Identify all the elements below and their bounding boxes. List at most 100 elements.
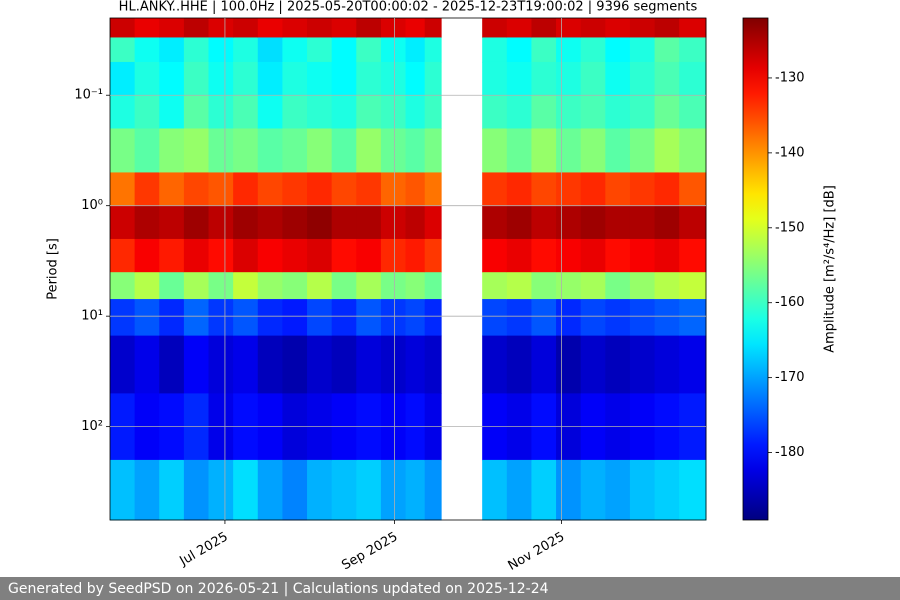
heatmap-cell: [654, 37, 680, 63]
heatmap-cell: [282, 299, 308, 337]
heatmap-cell: [482, 272, 508, 300]
heatmap-cell: [109, 299, 136, 337]
heatmap-cell: [556, 299, 582, 337]
heatmap-cell: [109, 205, 136, 240]
heatmap-cell: [380, 37, 407, 63]
heatmap-cell: [159, 172, 185, 207]
heatmap-cell: [506, 61, 532, 96]
heatmap-cell: [424, 37, 442, 63]
x-tick-label: Nov 2025: [506, 530, 568, 574]
heatmap-cell: [208, 95, 234, 129]
heatmap-cell: [109, 18, 136, 38]
heatmap-cell: [380, 61, 407, 96]
heatmap-cell: [556, 18, 582, 38]
chart-title: HL.ANKY..HHE | 100.0Hz | 2025-05-20T00:0…: [119, 0, 698, 15]
heatmap-cell: [159, 459, 185, 521]
heatmap-cell: [580, 335, 606, 394]
heatmap-cell: [356, 205, 382, 240]
heatmap-cell: [605, 95, 631, 129]
heatmap-cell: [482, 205, 508, 240]
heatmap-cell: [159, 61, 185, 96]
heatmap-cell: [654, 335, 680, 394]
heatmap-cell: [605, 18, 631, 38]
colorbar-label: Amplitude [m²/s⁴/Hz] [dB]: [823, 185, 838, 353]
heatmap-cell: [605, 128, 631, 173]
heatmap-cell: [531, 238, 557, 273]
heatmap-cell: [605, 299, 631, 337]
heatmap-cell: [331, 459, 357, 521]
heatmap-cell: [257, 37, 283, 63]
heatmap-cell: [679, 61, 707, 96]
heatmap-cell: [654, 238, 680, 273]
colorbar-tick-label: -180: [775, 445, 805, 460]
heatmap-cell: [356, 128, 382, 173]
heatmap-cell: [257, 128, 283, 173]
heatmap-cell: [183, 205, 210, 240]
heatmap-cell: [482, 95, 508, 129]
heatmap-cell: [580, 272, 606, 300]
heatmap-cell: [233, 128, 259, 173]
heatmap-cell: [380, 172, 407, 207]
colorbar-tick-label: -170: [775, 370, 805, 385]
heatmap-cell: [605, 238, 631, 273]
heatmap-cell: [208, 238, 234, 273]
heatmap-cell: [556, 37, 582, 63]
heatmap-cell: [506, 272, 532, 300]
heatmap-cell: [282, 128, 308, 173]
heatmap-cell: [679, 128, 707, 173]
heatmap-cell: [482, 37, 508, 63]
heatmap-cell: [654, 205, 680, 240]
heatmap-cell: [405, 459, 426, 521]
heatmap-cell: [654, 18, 680, 38]
heatmap-cell: [405, 205, 426, 240]
heatmap-cell: [356, 459, 382, 521]
heatmap-cell: [405, 238, 426, 273]
heatmap-cell: [405, 95, 426, 129]
heatmap-cell: [159, 18, 185, 38]
y-tick-label: 10⁻¹: [74, 88, 103, 103]
heatmap-cell: [556, 128, 582, 173]
heatmap-cell: [356, 172, 382, 207]
heatmap-cell: [183, 18, 210, 38]
heatmap-cell: [556, 95, 582, 129]
heatmap-cell: [654, 299, 680, 337]
heatmap-cell: [482, 128, 508, 173]
heatmap-cell: [506, 18, 532, 38]
heatmap-cell: [506, 172, 532, 207]
heatmap-cell: [605, 172, 631, 207]
heatmap-cell: [629, 95, 656, 129]
heatmap-cell: [307, 18, 333, 38]
heatmap-cell: [356, 37, 382, 63]
heatmap-cell: [629, 18, 656, 38]
heatmap-cell: [208, 459, 234, 521]
heatmap-cell: [531, 205, 557, 240]
heatmap-cell: [257, 272, 283, 300]
heatmap-cell: [233, 238, 259, 273]
heatmap-cell: [208, 299, 234, 337]
heatmap-cell: [159, 37, 185, 63]
heatmap-cell: [679, 95, 707, 129]
heatmap-cell: [208, 61, 234, 96]
heatmap-cell: [629, 299, 656, 337]
heatmap-cell: [531, 128, 557, 173]
heatmap-cell: [629, 128, 656, 173]
heatmap-cell: [159, 335, 185, 394]
heatmap-cell: [580, 128, 606, 173]
heatmap-cell: [331, 238, 357, 273]
heatmap-cell: [556, 61, 582, 96]
heatmap-cell: [356, 335, 382, 394]
heatmap-cell: [331, 61, 357, 96]
heatmap-cell: [159, 238, 185, 273]
heatmap-cell: [331, 172, 357, 207]
heatmap-cell: [307, 172, 333, 207]
heatmap-cell: [679, 272, 707, 300]
heatmap-cell: [307, 272, 333, 300]
heatmap-cell: [134, 95, 160, 129]
heatmap-cell: [356, 238, 382, 273]
heatmap-cell: [282, 459, 308, 521]
heatmap-cell: [282, 37, 308, 63]
colorbar-tick-label: -140: [775, 145, 805, 160]
heatmap-cell: [629, 335, 656, 394]
heatmap-cell: [109, 335, 136, 394]
heatmap-cell: [233, 37, 259, 63]
